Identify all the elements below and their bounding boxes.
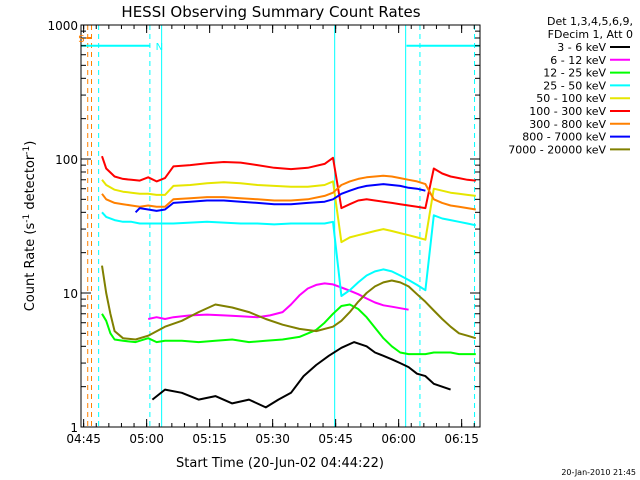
legend-label-7: 800 - 7000 keV xyxy=(522,131,606,144)
x-tick-label-3: 05:30 xyxy=(255,432,290,446)
marker-s-label: S xyxy=(78,34,84,45)
y-tick-label-0: 1 xyxy=(70,421,78,435)
x-axis-ticks: 04:45 05:00 05:15 05:30 05:45 06:00 06:15 xyxy=(66,25,479,446)
series-line-3 xyxy=(101,211,477,297)
series-layer xyxy=(101,155,477,409)
x-tick-label-2: 05:15 xyxy=(192,432,227,446)
legend-label-2: 12 - 25 keV xyxy=(543,67,606,80)
y-tick-label-3: 1000 xyxy=(47,19,78,33)
series-line-7 xyxy=(134,183,426,214)
x-tick-label-0: 04:45 xyxy=(66,432,101,446)
legend-label-6: 300 - 800 keV xyxy=(529,118,606,131)
x-tick-label-6: 06:15 xyxy=(444,432,479,446)
series-line-2 xyxy=(101,303,476,356)
legend: Det 1,3,4,5,6,9, FDecim 1, Att 0 3 - 6 k… xyxy=(508,15,633,156)
legend-label-8: 7000 - 20000 keV xyxy=(508,143,606,156)
legend-label-5: 100 - 300 keV xyxy=(529,105,606,118)
legend-header-line-1: Det 1,3,4,5,6,9, xyxy=(547,15,633,28)
footer-timestamp: 20-Jan-2010 21:45 xyxy=(561,468,636,477)
series-line-4 xyxy=(101,179,476,244)
legend-header-line-2: FDecim 1, Att 0 xyxy=(548,28,633,41)
series-line-6 xyxy=(101,174,476,211)
plot-frame xyxy=(80,24,481,428)
x-tick-label-1: 05:00 xyxy=(129,432,164,446)
series-line-8 xyxy=(101,265,477,341)
y-axis-label: Count Rate (s-1 detector-1) xyxy=(22,141,38,312)
series-line-1 xyxy=(147,282,409,320)
event-marker-lines xyxy=(81,25,476,427)
legend-label-3: 25 - 50 keV xyxy=(543,79,606,92)
chart-title: HESSI Observing Summary Count Rates xyxy=(121,3,420,21)
level-label-n: N xyxy=(156,42,163,53)
x-tick-label-4: 05:45 xyxy=(318,432,353,446)
legend-label-1: 6 - 12 keV xyxy=(550,54,606,67)
series-line-0 xyxy=(151,341,451,409)
y-tick-label-1: 10 xyxy=(63,287,78,301)
series-line-5 xyxy=(101,155,476,210)
legend-label-4: 50 - 100 keV xyxy=(536,92,606,105)
y-tick-label-2: 100 xyxy=(55,153,78,167)
x-axis-label: Start Time (20-Jun-02 04:44:22) xyxy=(176,456,384,471)
attenuator-level-lines xyxy=(81,36,480,47)
legend-label-0: 3 - 6 keV xyxy=(557,41,606,54)
x-tick-label-5: 06:00 xyxy=(381,432,416,446)
y-axis-ticks: 1 10 100 1000 xyxy=(47,19,480,435)
